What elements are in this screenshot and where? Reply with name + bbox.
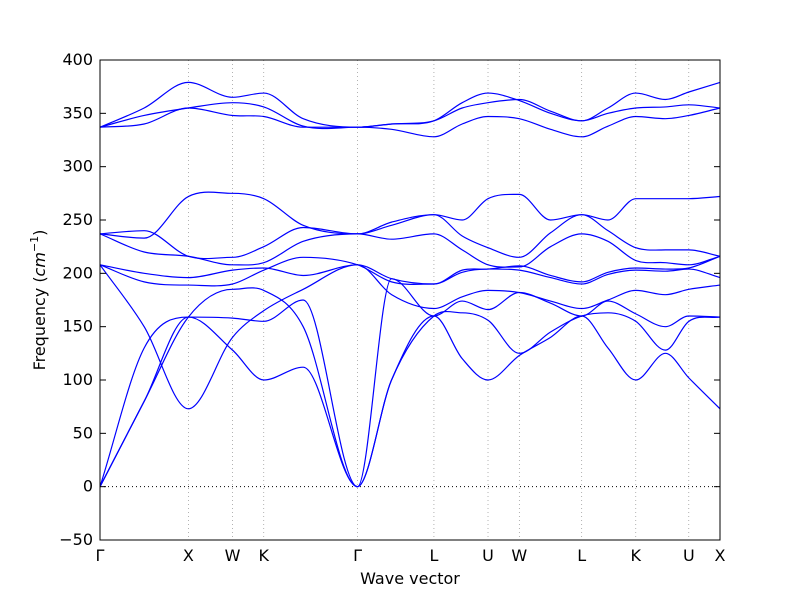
y-tick-label-4: 100 xyxy=(62,370,93,389)
x-tick-label-5: Γ xyxy=(353,546,362,565)
x-tick-label-10: K xyxy=(631,546,642,565)
y-tick-label-10: 400 xyxy=(62,50,93,69)
y-tick-label-1: −50 xyxy=(59,530,93,549)
x-tick-label-8: W xyxy=(511,546,527,565)
x-tick-label-12: X xyxy=(715,546,726,565)
band-line-1 xyxy=(99,315,721,488)
y-tick-label-7: 250 xyxy=(62,210,93,229)
x-tick-label-4: K xyxy=(259,546,270,565)
x-tick-label-6: L xyxy=(429,546,438,565)
y-tick-label-6: 200 xyxy=(62,263,93,282)
x-tick-label-9: L xyxy=(577,546,586,565)
y-tick-label-3: 50 xyxy=(73,423,93,442)
band-line-3 xyxy=(99,278,721,488)
y-tick-label-2: 0 xyxy=(83,477,93,496)
y-axis-unit: cm xyxy=(30,252,49,276)
band-line-2 xyxy=(99,287,721,488)
y-tick-label-8: 300 xyxy=(62,157,93,176)
x-tick-label-7: U xyxy=(482,546,494,565)
x-axis-label: Wave vector xyxy=(360,569,460,588)
y-axis-label-text: Frequency xyxy=(30,288,49,371)
y-tick-label-5: 150 xyxy=(62,317,93,336)
x-tick-label-2: X xyxy=(183,546,194,565)
y-tick-label-9: 350 xyxy=(62,103,93,122)
band-line-8 xyxy=(99,214,721,260)
y-axis-label: Frequency (cm−1) xyxy=(28,230,49,371)
plot-background xyxy=(100,60,720,540)
band-line-12 xyxy=(99,81,721,128)
y-axis-label-group: Frequency (cm−1) xyxy=(28,230,49,371)
x-tick-label-11: U xyxy=(683,546,695,565)
y-axis-unit-exponent: −1 xyxy=(28,236,41,252)
band-line-9 xyxy=(99,191,721,239)
x-tick-label-1: Γ xyxy=(96,546,105,565)
y-axis-ticks: −50 0 50 100 150 200 250 300 350 400 xyxy=(59,50,720,549)
plot-frame xyxy=(99,59,721,541)
x-tick-label-3: W xyxy=(225,546,241,565)
band-line-4 xyxy=(99,264,721,410)
